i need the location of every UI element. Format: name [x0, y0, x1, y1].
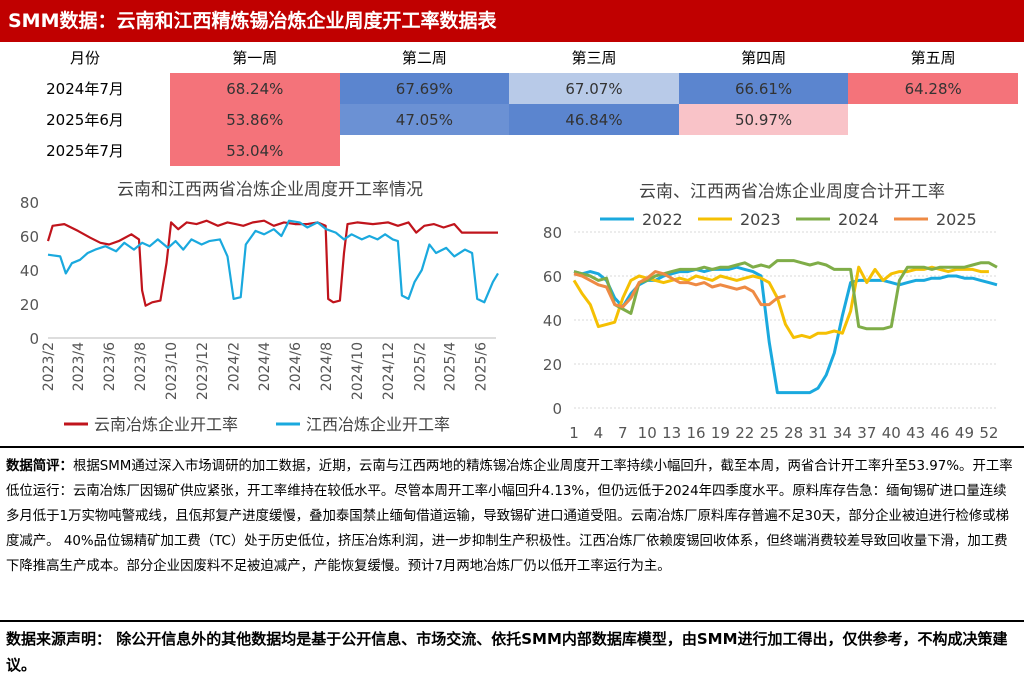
x-tick-label: 2023/12: [195, 342, 211, 400]
x-tick-label: 25: [760, 424, 779, 442]
row-label: 2024年7月: [46, 80, 124, 98]
legend-label: 2022: [642, 210, 683, 229]
row-label: 2025年6月: [46, 111, 124, 129]
commentary-text: 根据SMM通过深入市场调研的加工数据，近期，云南与江西两地的精炼锡冶炼企业周度开…: [6, 459, 1013, 574]
y-tick-label: 20: [543, 356, 562, 374]
y-tick-label: 60: [543, 268, 562, 286]
header-week-4: 第四周: [741, 49, 787, 67]
x-tick-label: 52: [979, 424, 998, 442]
chart-title: 云南、江西两省冶炼企业周度合计开工率: [639, 182, 945, 202]
table-row: 2025年7月 53.04%: [0, 135, 1018, 166]
x-tick-label: 34: [833, 424, 852, 442]
y-tick-label: 40: [20, 262, 39, 280]
table-body: 2024年7月 68.24% 67.69% 67.07% 66.61% 64.28% 202…: [0, 73, 1018, 166]
series-line-jiangxi: [47, 219, 499, 304]
table-cell: 47.05%: [339, 104, 510, 135]
source-statement: 数据来源声明： 除公开信息外的其他数据均是基于公开信息、市场交流、依托SMM内部…: [6, 630, 1008, 674]
x-tick-label: 46: [931, 424, 950, 442]
series-line-2023: [572, 265, 989, 340]
x-tick-label: 37: [857, 424, 876, 442]
series-line-2025: [573, 270, 786, 309]
series-line-2024: [573, 259, 998, 331]
table-cell: [678, 135, 849, 166]
table-cell: [509, 135, 679, 166]
x-tick-label: 2024/12: [381, 342, 397, 400]
table-cell: 66.61%: [678, 73, 849, 104]
x-tick-label: 1: [569, 424, 579, 442]
x-tick-label: 2023/2: [41, 342, 57, 391]
x-tick-label: 2024/4: [257, 342, 273, 391]
x-tick-label: 28: [784, 424, 803, 442]
y-tick-label: 0: [29, 330, 39, 348]
page-title: SMM数据：云南和江西精炼锡冶炼企业周度开工率数据表: [0, 0, 1024, 42]
table-row: 2024年7月 68.24% 67.69% 67.07% 66.61% 64.28%: [0, 73, 1018, 104]
x-tick-label: 2025/6: [474, 342, 490, 391]
commentary-label: 数据简评：: [6, 459, 73, 474]
commentary-box: 数据简评：根据SMM通过深入市场调研的加工数据，近期，云南与江西两地的精炼锡冶炼…: [0, 446, 1024, 622]
y-tick-label: 60: [20, 228, 39, 246]
chart-title: 云南和江西两省冶炼企业周度开工率情况: [117, 180, 423, 200]
x-tick-label: 2023/6: [102, 342, 118, 391]
row-label: 2025年7月: [46, 142, 124, 160]
table-cell: 53.86%: [170, 104, 340, 135]
table-cell: 50.97%: [678, 104, 849, 135]
x-tick-label: 31: [808, 424, 827, 442]
y-tick-label: 80: [20, 194, 39, 212]
x-tick-label: 2024/8: [319, 342, 335, 391]
table-cell: [848, 104, 1018, 135]
x-tick-label: 2024/10: [350, 342, 366, 400]
table-cell: 67.07%: [509, 73, 679, 104]
x-tick-label: 2025/4: [443, 342, 459, 391]
x-tick-label: 2025/2: [413, 342, 429, 391]
yunnan-jiangxi-weekly-chart: 云南和江西两省冶炼企业周度开工率情况 0 20 40 60 80 2023/2 2023/4 2…: [20, 180, 499, 434]
utilization-table: 月份 第一周 第二周 第三周 第四周 第五周 2024年7月 68.24% 67.69% 67.…: [0, 42, 1018, 166]
legend-label: 云南冶炼企业开工率: [94, 415, 238, 434]
combined-weekly-chart: 云南、江西两省冶炼企业周度合计开工率 0 20 40 60 80 1 4 7 10 13 16 19 22…: [543, 182, 999, 442]
x-tick-label: 2023/4: [71, 342, 87, 391]
table-cell: [339, 135, 510, 166]
legend-label: 2023: [740, 210, 781, 229]
table-cell: 67.69%: [339, 73, 510, 104]
table-header-row: 月份 第一周 第二周 第三周 第四周 第五周: [0, 42, 1018, 73]
x-tick-label: 2024/2: [227, 342, 243, 391]
x-tick-label: 40: [882, 424, 901, 442]
x-tick-label: 43: [906, 424, 925, 442]
x-tick-label: 2024/6: [288, 342, 304, 391]
table-cell: 64.28%: [848, 73, 1018, 104]
x-tick-label: 7: [618, 424, 628, 442]
y-tick-label: 20: [20, 296, 39, 314]
legend-label: 2025: [936, 210, 977, 229]
series-line-yunnan: [46, 219, 498, 307]
x-tick-label: 49: [955, 424, 974, 442]
y-tick-label: 0: [552, 400, 562, 418]
x-tick-label: 10: [638, 424, 657, 442]
x-tick-label: 19: [711, 424, 730, 442]
x-tick-label: 16: [686, 424, 705, 442]
header-week-2: 第二周: [401, 49, 447, 67]
table-row: 2025年6月 53.86% 47.05% 46.84% 50.97%: [0, 104, 1018, 135]
header-week-3: 第三周: [571, 49, 617, 67]
x-tick-label: 4: [594, 424, 604, 442]
x-tick-label: 2023/10: [164, 342, 180, 400]
legend-label: 2024: [838, 210, 879, 229]
y-tick-label: 40: [543, 312, 562, 330]
x-tick-label: 13: [662, 424, 681, 442]
legend-label: 江西冶炼企业开工率: [306, 415, 450, 434]
header-week-1: 第一周: [232, 49, 278, 67]
x-tick-label: 22: [735, 424, 754, 442]
x-tick-label: 2023/8: [133, 342, 149, 391]
header-week-5: 第五周: [910, 49, 956, 67]
header-month: 月份: [69, 49, 100, 67]
table-cell: 68.24%: [170, 73, 340, 104]
y-tick-label: 80: [543, 224, 562, 242]
table-cell: [848, 135, 1018, 166]
table-cell: 53.04%: [170, 135, 340, 166]
table-cell: 46.84%: [509, 104, 679, 135]
